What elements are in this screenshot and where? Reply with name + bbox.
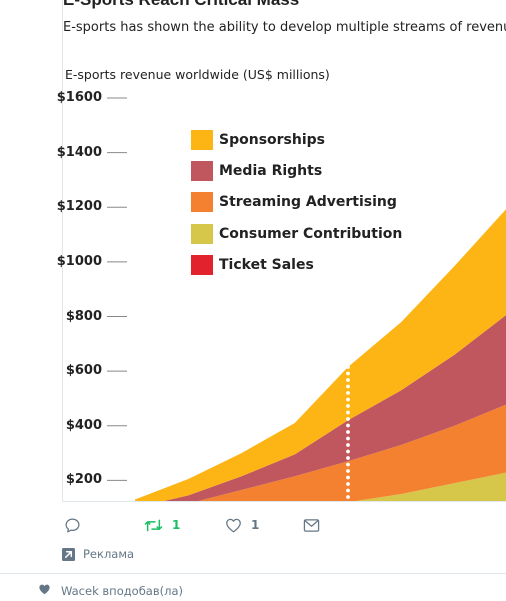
- forecast-divider-dot: [346, 417, 350, 421]
- forecast-divider-dot: [346, 371, 350, 376]
- y-tick-label: $200: [65, 472, 102, 488]
- retweet-icon: [144, 517, 163, 534]
- y-tick-label: $600: [65, 363, 102, 379]
- heart-icon: [225, 517, 242, 533]
- forecast-divider-dot: [346, 443, 350, 447]
- forecast-divider-dot: [346, 397, 350, 402]
- legend-swatch: [191, 129, 213, 150]
- promoted-text: Реклама: [83, 547, 135, 561]
- forecast-divider-dot: [346, 345, 350, 350]
- forecast-divider-dot: [346, 352, 350, 356]
- area-media-rights: [164, 315, 506, 501]
- forecast-divider-dot: [346, 378, 350, 382]
- area-sponsorships: [135, 209, 506, 501]
- divider: [0, 573, 506, 574]
- forecast-divider-dot: [346, 430, 350, 434]
- legend-item-consumer-contribution: Consumer Contribution: [191, 218, 402, 249]
- liked-by-text: Wacek вподобав(ла): [61, 583, 184, 598]
- forecast-divider-dot: [346, 449, 350, 454]
- liked-by-context[interactable]: Wacek вподобав(ла): [38, 583, 183, 598]
- forecast-divider-dot: [346, 332, 350, 337]
- forecast-divider-dot: [346, 326, 350, 330]
- forecast-divider-dot: [346, 482, 350, 486]
- forecast-divider-dot: [346, 423, 350, 428]
- forecast-divider-dot: [346, 365, 350, 369]
- legend-label: Sponsorships: [219, 131, 325, 148]
- chart-title: E-sports revenue worldwide (US$ millions…: [65, 67, 330, 82]
- legend-item-sponsorships: Sponsorships: [191, 124, 402, 155]
- legend-swatch: [191, 223, 213, 244]
- area-streaming-advertising: [198, 404, 506, 501]
- forecast-divider-dot: [346, 410, 350, 415]
- y-tick-label: $1000: [56, 253, 102, 269]
- y-tick-label: $1600: [56, 90, 102, 105]
- chart-legend: Sponsorships Media Rights Streaming Advert…: [191, 124, 402, 280]
- retweet-count: 1: [172, 518, 181, 532]
- y-tick-label: $400: [65, 417, 102, 433]
- forecast-divider-dot: [346, 462, 350, 467]
- like-button[interactable]: 1: [225, 512, 259, 538]
- legend-label: Ticket Sales: [219, 256, 314, 273]
- forecast-divider-dot: [346, 358, 350, 363]
- legend-swatch: [191, 192, 213, 213]
- revenue-area-chart: [107, 97, 506, 501]
- direct-message-button[interactable]: [303, 512, 320, 538]
- forecast-divider-dot: [346, 306, 350, 311]
- legend-label: Media Rights: [219, 162, 323, 179]
- y-tick-label: $1200: [56, 199, 102, 215]
- forecast-divider-dot: [346, 495, 350, 499]
- forecast-divider-dot: [346, 339, 350, 343]
- forecast-divider-dot: [346, 456, 350, 460]
- forecast-divider-dot: [346, 436, 350, 441]
- tweet-image[interactable]: E-Sports Reach Critical Mass E-sports ha…: [62, 0, 506, 502]
- legend-label: Streaming Advertising: [219, 194, 397, 211]
- legend-swatch: [191, 254, 213, 275]
- chart-headline: E-Sports Reach Critical Mass: [63, 0, 299, 10]
- area-consumer-contribution: [355, 472, 506, 501]
- reply-icon: [64, 517, 81, 534]
- promoted-label[interactable]: Реклама: [62, 547, 134, 561]
- y-tick-label: $1400: [56, 144, 102, 160]
- forecast-divider-dot: [346, 319, 350, 324]
- forecast-divider-dot: [346, 404, 350, 408]
- forecast-divider-dot: [346, 384, 350, 389]
- reply-button[interactable]: [64, 512, 90, 538]
- legend-item-media-rights: Media Rights: [191, 155, 402, 186]
- legend-item-streaming-advertising: Streaming Advertising: [191, 187, 402, 218]
- legend-item-ticket-sales: Ticket Sales: [191, 249, 402, 280]
- forecast-divider-dot: [346, 475, 350, 480]
- envelope-icon: [303, 518, 320, 533]
- forecast-divider-dot: [346, 391, 350, 395]
- legend-swatch: [191, 160, 213, 181]
- promoted-icon: [62, 547, 75, 561]
- forecast-divider-dot: [346, 488, 350, 493]
- retweet-button[interactable]: 1: [144, 512, 180, 538]
- like-count: 1: [251, 518, 260, 532]
- chart-subheading: E-sports has shown the ability to develo…: [63, 20, 506, 35]
- forecast-divider-dot: [346, 469, 350, 473]
- tweet-actions: 1 1: [62, 512, 492, 538]
- forecast-divider-dot: [346, 313, 350, 317]
- y-tick-label: $800: [65, 308, 102, 324]
- heart-filled-icon: [38, 583, 61, 598]
- legend-label: Consumer Contribution: [219, 225, 403, 242]
